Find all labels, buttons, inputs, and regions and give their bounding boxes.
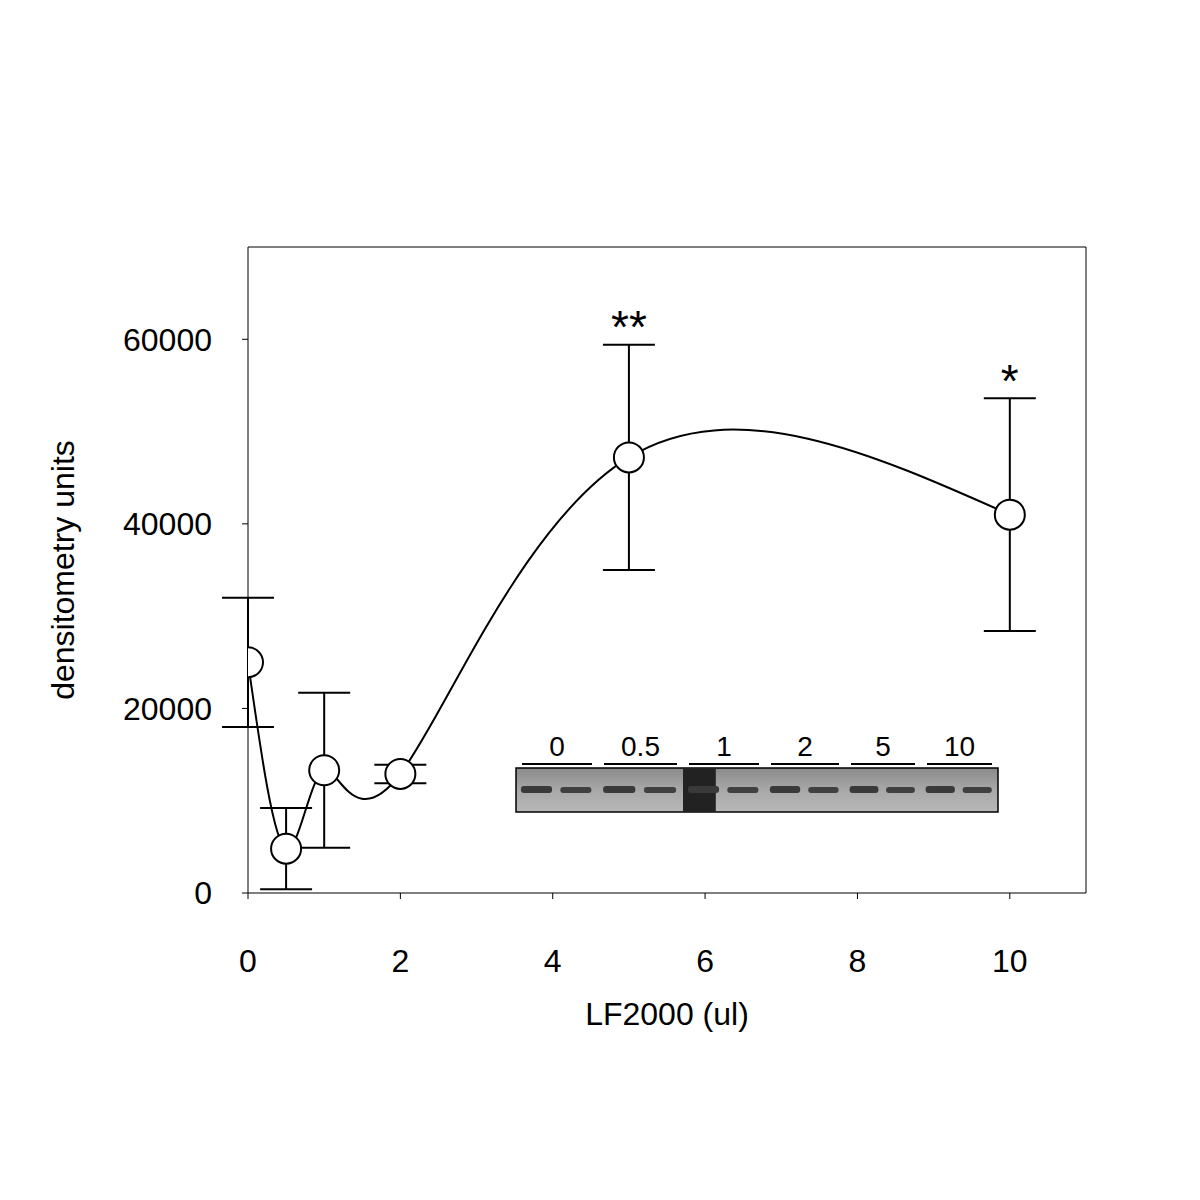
svg-text:4: 4 <box>544 943 562 979</box>
svg-text:60000: 60000 <box>123 322 212 358</box>
svg-text:5: 5 <box>875 731 891 762</box>
svg-text:0: 0 <box>549 731 565 762</box>
svg-text:0: 0 <box>194 875 212 911</box>
svg-text:*: * <box>1001 355 1019 407</box>
svg-text:0: 0 <box>239 943 257 979</box>
svg-text:20000: 20000 <box>123 691 212 727</box>
svg-text:1: 1 <box>716 731 732 762</box>
svg-text:**: ** <box>611 301 647 353</box>
svg-text:10: 10 <box>944 731 975 762</box>
svg-text:8: 8 <box>849 943 867 979</box>
svg-text:LF2000 (ul): LF2000 (ul) <box>585 996 749 1032</box>
svg-text:40000: 40000 <box>123 506 212 542</box>
svg-text:6: 6 <box>696 943 714 979</box>
svg-text:densitometry units: densitometry units <box>45 440 81 700</box>
svg-text:10: 10 <box>992 943 1028 979</box>
svg-text:2: 2 <box>797 731 813 762</box>
svg-text:2: 2 <box>391 943 409 979</box>
svg-text:0.5: 0.5 <box>621 731 660 762</box>
